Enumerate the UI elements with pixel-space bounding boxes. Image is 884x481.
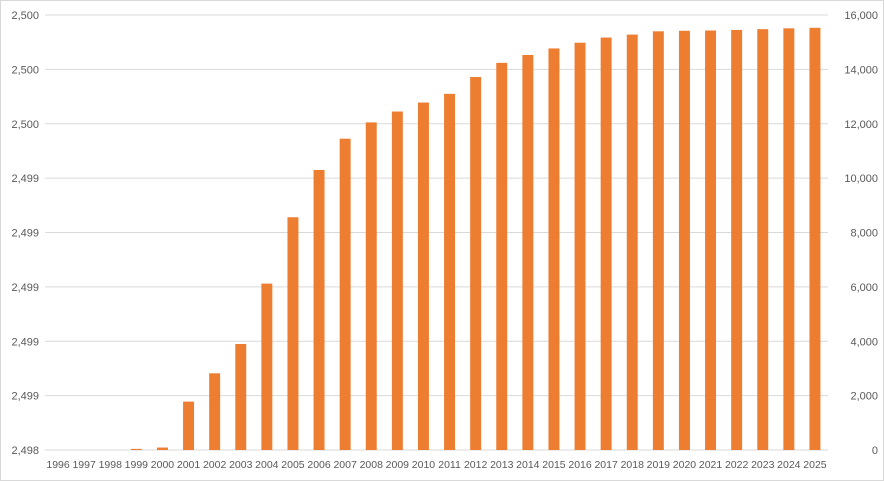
x-tick-label: 2014 [516, 459, 540, 471]
right-y-tick-label: 14,000 [844, 64, 878, 76]
bar-2003 [235, 343, 247, 450]
bar-2013 [496, 62, 508, 450]
right-y-tick-label: 12,000 [844, 119, 878, 131]
right-y-tick-label: 2,000 [850, 391, 878, 403]
bar-2019 [652, 31, 664, 451]
bars [130, 27, 821, 451]
bar-2009 [391, 111, 403, 451]
x-tick-label: 2011 [438, 459, 461, 471]
x-axis: 1996 1997 1998 1999 2000 2001 2002 2003 2004 2005… [46, 459, 826, 471]
x-tick-label: 2017 [594, 459, 618, 471]
right-y-tick-label: 6,000 [850, 282, 878, 294]
bar-2014 [522, 54, 534, 450]
bar-2007 [339, 138, 351, 450]
bar-2015 [548, 48, 560, 450]
x-tick-label: 2019 [647, 459, 671, 471]
x-tick-label: 2005 [281, 459, 305, 471]
left-y-tick-label: 2,499 [11, 282, 39, 294]
bar-2000 [156, 447, 168, 450]
left-y-axis: 2,500 2,500 2,500 2,499 2,499 2,499 2,499 2,499… [11, 10, 39, 457]
x-tick-label: 2021 [699, 459, 723, 471]
bar-2005 [287, 217, 299, 450]
x-tick-label: 1997 [72, 459, 96, 471]
bar-1999 [130, 448, 142, 450]
x-tick-label: 2000 [151, 459, 175, 471]
bar-2006 [313, 169, 325, 450]
x-tick-label: 2012 [464, 459, 488, 471]
bar-2008 [365, 122, 377, 450]
left-y-tick-label: 2,500 [11, 64, 39, 76]
bar-2024 [783, 28, 795, 450]
x-tick-label: 1998 [99, 459, 123, 471]
right-y-tick-label: 10,000 [844, 173, 878, 185]
gridlines [45, 14, 828, 451]
x-tick-label: 2008 [360, 459, 384, 471]
x-tick-label: 2013 [490, 459, 514, 471]
left-y-tick-label: 2,499 [11, 228, 39, 240]
x-tick-label: 1999 [125, 459, 149, 471]
left-y-tick-label: 2,500 [11, 119, 39, 131]
left-y-tick-label: 2,499 [11, 336, 39, 348]
x-tick-label: 2002 [203, 459, 227, 471]
right-y-tick-label: 0 [872, 445, 878, 457]
x-tick-label: 2004 [255, 459, 279, 471]
x-tick-label: 2007 [333, 459, 357, 471]
bar-2018 [626, 34, 638, 450]
bar-2011 [444, 93, 456, 450]
left-y-tick-label: 2,500 [11, 10, 39, 22]
bar-2025 [809, 27, 821, 451]
bar-2016 [574, 42, 586, 450]
x-tick-label: 2010 [412, 459, 436, 471]
left-y-tick-label: 2,498 [11, 445, 39, 457]
right-y-tick-label: 16,000 [844, 10, 878, 22]
bar-2002 [209, 373, 221, 450]
left-y-tick-label: 2,499 [11, 391, 39, 403]
x-tick-label: 2003 [229, 459, 253, 471]
left-y-tick-label: 2,499 [11, 173, 39, 185]
bar-2020 [678, 30, 690, 451]
x-tick-label: 2018 [621, 459, 645, 471]
right-y-axis: 16,000 14,000 12,000 10,000 8,000 6,000 4,000 2… [844, 10, 878, 457]
bar-2021 [705, 30, 717, 450]
x-tick-label: 2022 [725, 459, 749, 471]
x-tick-label: 2001 [177, 459, 201, 471]
bar-2001 [183, 401, 195, 450]
right-y-tick-label: 4,000 [850, 336, 878, 348]
x-tick-label: 2009 [386, 459, 410, 471]
bar-2010 [417, 102, 429, 450]
x-tick-label: 2025 [803, 459, 827, 471]
bar-2004 [261, 283, 273, 450]
x-tick-label: 2020 [673, 459, 697, 471]
x-tick-label: 2015 [542, 459, 566, 471]
x-tick-label: 2024 [777, 459, 801, 471]
bar-2017 [600, 37, 612, 450]
right-y-tick-label: 8,000 [850, 228, 878, 240]
bar-2022 [731, 29, 743, 450]
bar-2012 [470, 76, 482, 451]
bar-2023 [757, 29, 769, 450]
x-tick-label: 1996 [46, 459, 70, 471]
x-tick-label: 2023 [751, 459, 775, 471]
x-tick-label: 2016 [568, 459, 592, 471]
x-tick-label: 2006 [307, 459, 331, 471]
